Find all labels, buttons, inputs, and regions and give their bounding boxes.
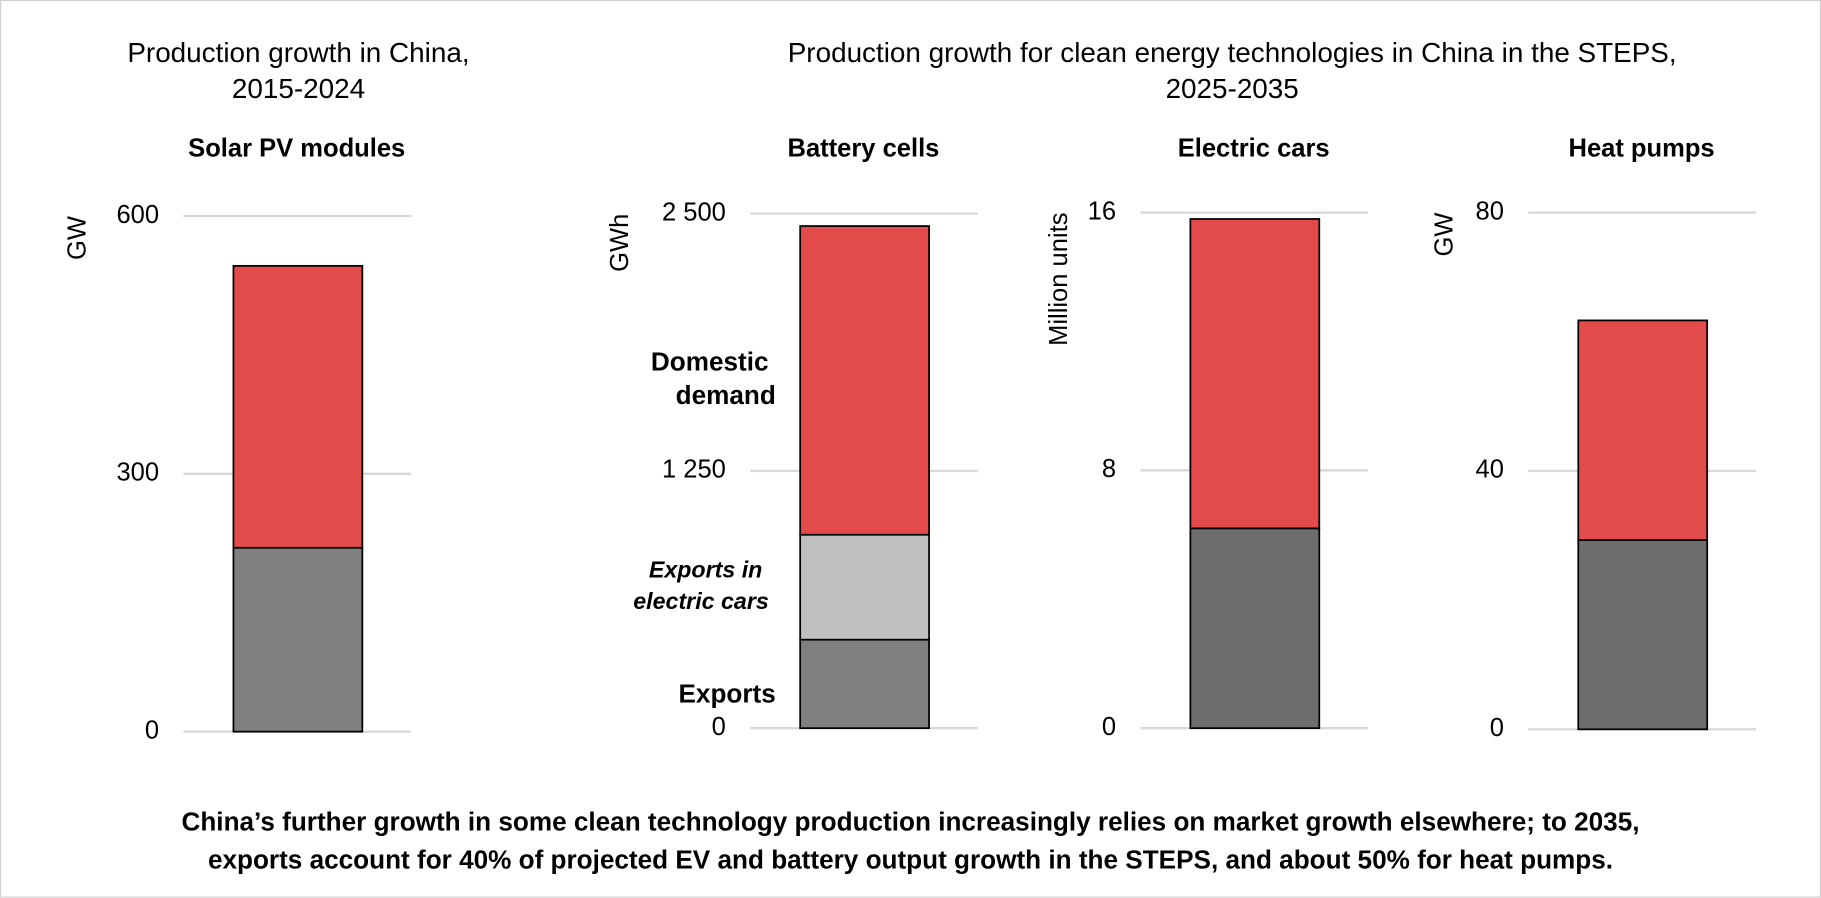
group-title: 2015-2024 [232, 73, 365, 104]
y-tick-label: 1 250 [662, 456, 726, 484]
chart-title: Heat pumps [1569, 135, 1715, 163]
chart-title: Electric cars [1178, 135, 1330, 163]
bar-segment [1189, 527, 1321, 730]
bar-segment [799, 533, 930, 641]
bar-segment [799, 638, 930, 730]
group-title: Production growth in China, [127, 37, 469, 68]
series-label: Exports [679, 678, 776, 708]
y-tick-label: 0 [1490, 714, 1504, 742]
chart-title: Solar PV modules [188, 135, 405, 163]
y-axis-label: GW [64, 215, 92, 260]
y-axis-label: GW [1431, 212, 1459, 257]
y-tick-label: 40 [1476, 456, 1504, 484]
bar-segment [232, 546, 364, 733]
y-tick-label: 0 [1102, 713, 1116, 741]
bar-segment [1577, 319, 1709, 541]
caption: China’s further growth in some clean tec… [181, 806, 1639, 836]
series-label: Exports in electric cars [633, 557, 769, 614]
y-tick-label: 8 [1102, 455, 1116, 483]
y-tick-label: 300 [116, 459, 159, 487]
bar-segment [1577, 539, 1709, 731]
group-title: Production growth for clean energy techn… [788, 37, 1677, 68]
y-tick-label: 80 [1476, 197, 1504, 225]
bar-segment [1189, 218, 1321, 530]
y-tick-label: 16 [1088, 197, 1116, 225]
group-title: 2025-2035 [1166, 73, 1299, 104]
series-label: Domestic demand [651, 346, 776, 410]
y-axis-label: Million units [1045, 213, 1073, 346]
y-tick-label: 0 [712, 713, 726, 741]
bar-segment [799, 225, 930, 536]
y-axis-label: GWh [606, 214, 634, 272]
y-tick-label: 600 [116, 201, 159, 229]
bar-segment [232, 264, 364, 549]
y-tick-label: 2 500 [662, 198, 726, 226]
y-tick-label: 0 [145, 716, 159, 744]
caption: exports account for 40% of projected EV … [208, 845, 1613, 875]
chart-title: Battery cells [788, 135, 940, 163]
